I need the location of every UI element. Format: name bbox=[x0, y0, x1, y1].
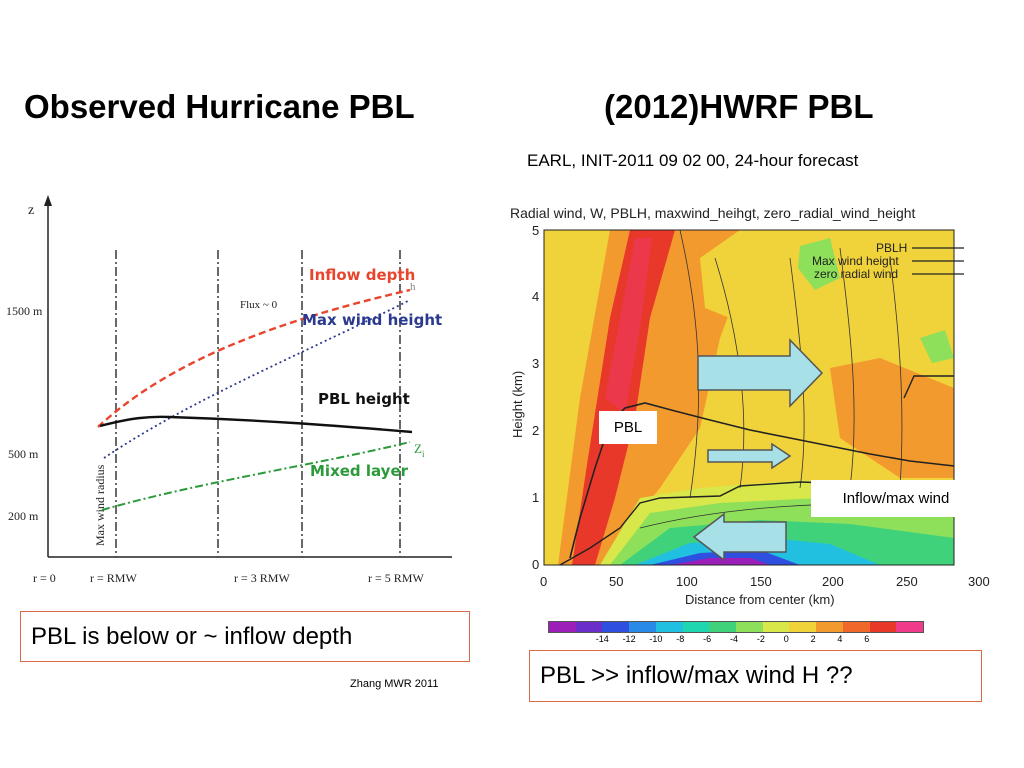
pblh-line bbox=[569, 402, 955, 559]
x-axis-label: Distance from center (km) bbox=[685, 592, 835, 607]
hwrf-legend: PBLH Max wind height zero radial wind bbox=[812, 241, 964, 281]
mixed-layer-curve bbox=[101, 441, 411, 511]
colorbar-tick-label: -4 bbox=[730, 634, 739, 644]
colorbar-tick-label: -10 bbox=[649, 634, 663, 644]
legend-max-wind-height: Max wind height bbox=[812, 254, 899, 268]
h-label: h bbox=[410, 281, 416, 293]
colorbar-swatch bbox=[736, 622, 763, 632]
x-tick-150: 150 bbox=[750, 574, 772, 589]
y-tick-1: 1 bbox=[532, 490, 539, 505]
legend-zero-radial-wind: zero radial wind bbox=[814, 267, 898, 281]
y-axis-label: Height (km) bbox=[510, 371, 525, 438]
pbl-annotation: PBL bbox=[599, 411, 657, 444]
max-wind-height-label: Max wind height bbox=[302, 311, 443, 329]
credit-text: Zhang MWR 2011 bbox=[350, 678, 439, 690]
right-callout: PBL >> inflow/max wind H ?? bbox=[529, 650, 982, 702]
colorbar-swatch bbox=[549, 622, 576, 632]
x-tick-5rmw: r = 5 RMW bbox=[368, 571, 424, 585]
outflow-arrow-large bbox=[697, 338, 824, 408]
colorbar-swatch bbox=[602, 622, 630, 632]
zero-radial-wind-line bbox=[903, 375, 954, 399]
mixed-layer-label: Mixed layer bbox=[310, 462, 409, 480]
colorbar-tick-label: -2 bbox=[756, 634, 765, 644]
pbl-height-curve bbox=[99, 415, 413, 434]
max-wind-height-curve bbox=[103, 299, 411, 459]
colorbar-swatch bbox=[896, 622, 924, 632]
x-tick-300: 300 bbox=[968, 574, 990, 589]
hwrf-chart-header: Radial wind, W, PBLH, maxwind_heihgt, ze… bbox=[510, 205, 916, 221]
inflow-max-wind-annotation: Inflow/max wind bbox=[811, 480, 981, 517]
colorbar-strip bbox=[548, 621, 924, 633]
x-tick-0: 0 bbox=[540, 574, 547, 589]
colorbar-swatch bbox=[575, 622, 603, 632]
y-tick-0: 0 bbox=[532, 557, 539, 572]
colorbar-tick-label: 0 bbox=[783, 634, 789, 644]
colorbar-tick-label: 4 bbox=[837, 634, 843, 644]
x-tick-250: 250 bbox=[896, 574, 918, 589]
left-slide-title: Observed Hurricane PBL bbox=[24, 88, 415, 125]
plot-frame bbox=[543, 229, 955, 566]
right-slide-title: (2012)HWRF PBL bbox=[604, 88, 874, 125]
x-tick-200: 200 bbox=[822, 574, 844, 589]
colorbar: -14 -12 -10 -8 -6 -4 -2 0 2 4 6 bbox=[548, 621, 924, 649]
height-tick-1500: 1500 m bbox=[6, 304, 43, 318]
x-tick-rmw: r = RMW bbox=[90, 571, 137, 585]
y-tick-3: 3 bbox=[532, 356, 539, 371]
colorbar-tick-label: -8 bbox=[676, 634, 685, 644]
colorbar-swatch bbox=[762, 622, 790, 632]
inflow-depth-label: Inflow depth bbox=[309, 266, 416, 284]
colorbar-swatch bbox=[869, 622, 897, 632]
colorbar-tick-label: 6 bbox=[864, 634, 870, 644]
hwrf-cross-section: Radial wind, W, PBLH, maxwind_heihgt, ze… bbox=[510, 205, 990, 607]
y-tick-5: 5 bbox=[532, 223, 539, 238]
colorbar-swatch bbox=[709, 622, 737, 632]
colorbar-swatch bbox=[842, 622, 870, 632]
colorbar-tick-label: -14 bbox=[595, 634, 609, 644]
outflow-arrow-small bbox=[707, 442, 792, 470]
left-callout: PBL is below or ~ inflow depth bbox=[20, 611, 470, 662]
pbl-height-label: PBL height bbox=[318, 390, 410, 408]
legend-pblh: PBLH bbox=[876, 241, 907, 255]
x-tick-r0: r = 0 bbox=[33, 571, 56, 585]
colorbar-swatch bbox=[629, 622, 656, 632]
colorbar-tick-label: 2 bbox=[810, 634, 816, 644]
zi-label: Zi bbox=[414, 441, 425, 459]
flux-label: Flux ~ 0 bbox=[240, 299, 278, 311]
observed-pbl-schematic: z 1500 m 500 m 200 m r = 0 r = RMW r = 3… bbox=[6, 195, 452, 585]
max-wind-radius-label: Max wind radius bbox=[93, 464, 107, 546]
colorbar-ticks: -14 -12 -10 -8 -6 -4 -2 0 2 4 6 bbox=[548, 633, 924, 647]
max-wind-height-line bbox=[559, 481, 831, 566]
x-tick-3rmw: r = 3 RMW bbox=[234, 571, 290, 585]
y-tick-4: 4 bbox=[532, 289, 539, 304]
z-axis-label: z bbox=[28, 203, 34, 218]
x-tick-100: 100 bbox=[676, 574, 698, 589]
height-tick-500: 500 m bbox=[8, 447, 39, 461]
colorbar-swatch bbox=[789, 622, 817, 632]
inflow-depth-curve bbox=[97, 288, 411, 428]
y-tick-2: 2 bbox=[532, 423, 539, 438]
forecast-subtitle: EARL, INIT-2011 09 02 00, 24-hour foreca… bbox=[527, 151, 859, 170]
z-axis-arrow bbox=[44, 195, 52, 206]
x-tick-50: 50 bbox=[609, 574, 623, 589]
colorbar-swatch bbox=[655, 622, 683, 632]
colorbar-swatch bbox=[816, 622, 843, 632]
colorbar-tick-label: -12 bbox=[622, 634, 636, 644]
colorbar-swatch bbox=[682, 622, 710, 632]
colorbar-tick-label: -6 bbox=[703, 634, 712, 644]
height-tick-200: 200 m bbox=[8, 509, 39, 523]
inflow-arrow bbox=[692, 512, 787, 562]
